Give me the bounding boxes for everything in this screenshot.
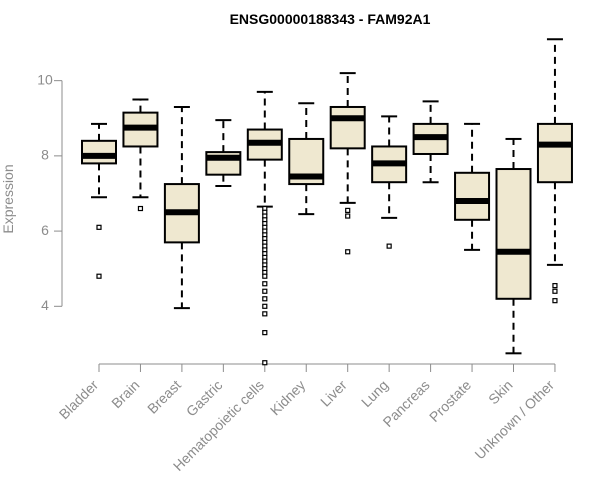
y-axis: 4 6 8 10 [37, 71, 63, 313]
y-tick-label-4: 4 [41, 297, 49, 313]
outlier-point [262, 303, 268, 309]
outlier-point [386, 243, 392, 249]
box-lung [371, 115, 408, 249]
outlier-point [345, 249, 351, 255]
box-prostate [454, 122, 491, 251]
y-tick-label-6: 6 [41, 222, 49, 238]
x-tick-label: Skin [485, 377, 516, 408]
outlier-point [137, 205, 144, 212]
x-tick-label: Lung [358, 377, 391, 410]
outlier-point [262, 330, 268, 336]
outlier-point [552, 288, 558, 294]
chart-title: ENSG00000188343 - FAM92A1 [230, 11, 431, 27]
outlier-point [552, 298, 558, 304]
outlier-point [262, 281, 268, 287]
outlier-point [345, 213, 351, 219]
outlier-point [262, 296, 268, 302]
outlier-point [262, 360, 268, 366]
iqr-box [495, 168, 532, 300]
box-pancreas [412, 100, 449, 184]
x-tick-label: Kidney [267, 377, 309, 419]
box-hematopoietic-cells [246, 90, 283, 366]
x-tick-label: Prostate [426, 377, 474, 425]
x-tick-label: Bladder [56, 377, 102, 423]
outlier-point [262, 273, 268, 279]
iqr-box [329, 105, 366, 150]
x-tick-label: Brain [108, 377, 142, 411]
outlier-point [96, 224, 102, 230]
y-tick-label-10: 10 [37, 71, 53, 87]
outlier-point [552, 283, 558, 289]
box-liver [329, 72, 366, 255]
box-bladder [81, 122, 117, 279]
y-axis-label: Expression [0, 164, 16, 233]
outlier-point [262, 288, 268, 294]
box-skin [495, 137, 532, 355]
outlier-point [262, 311, 268, 317]
x-tick-label: Unknown / Other [471, 377, 557, 463]
box-gastric [205, 119, 242, 187]
boxes-group [81, 38, 573, 366]
iqr-box [454, 171, 491, 221]
box-kidney [288, 102, 325, 216]
x-tick-label: Liver [317, 377, 350, 410]
iqr-box [81, 139, 117, 165]
y-tick-label-8: 8 [41, 147, 49, 163]
x-tick-label: Breast [144, 377, 184, 417]
box-breast [163, 105, 200, 310]
iqr-box [536, 122, 573, 184]
outlier-point [96, 273, 102, 279]
box-brain [122, 98, 159, 212]
box-unknown-other [536, 38, 573, 304]
outlier-point [345, 207, 351, 214]
